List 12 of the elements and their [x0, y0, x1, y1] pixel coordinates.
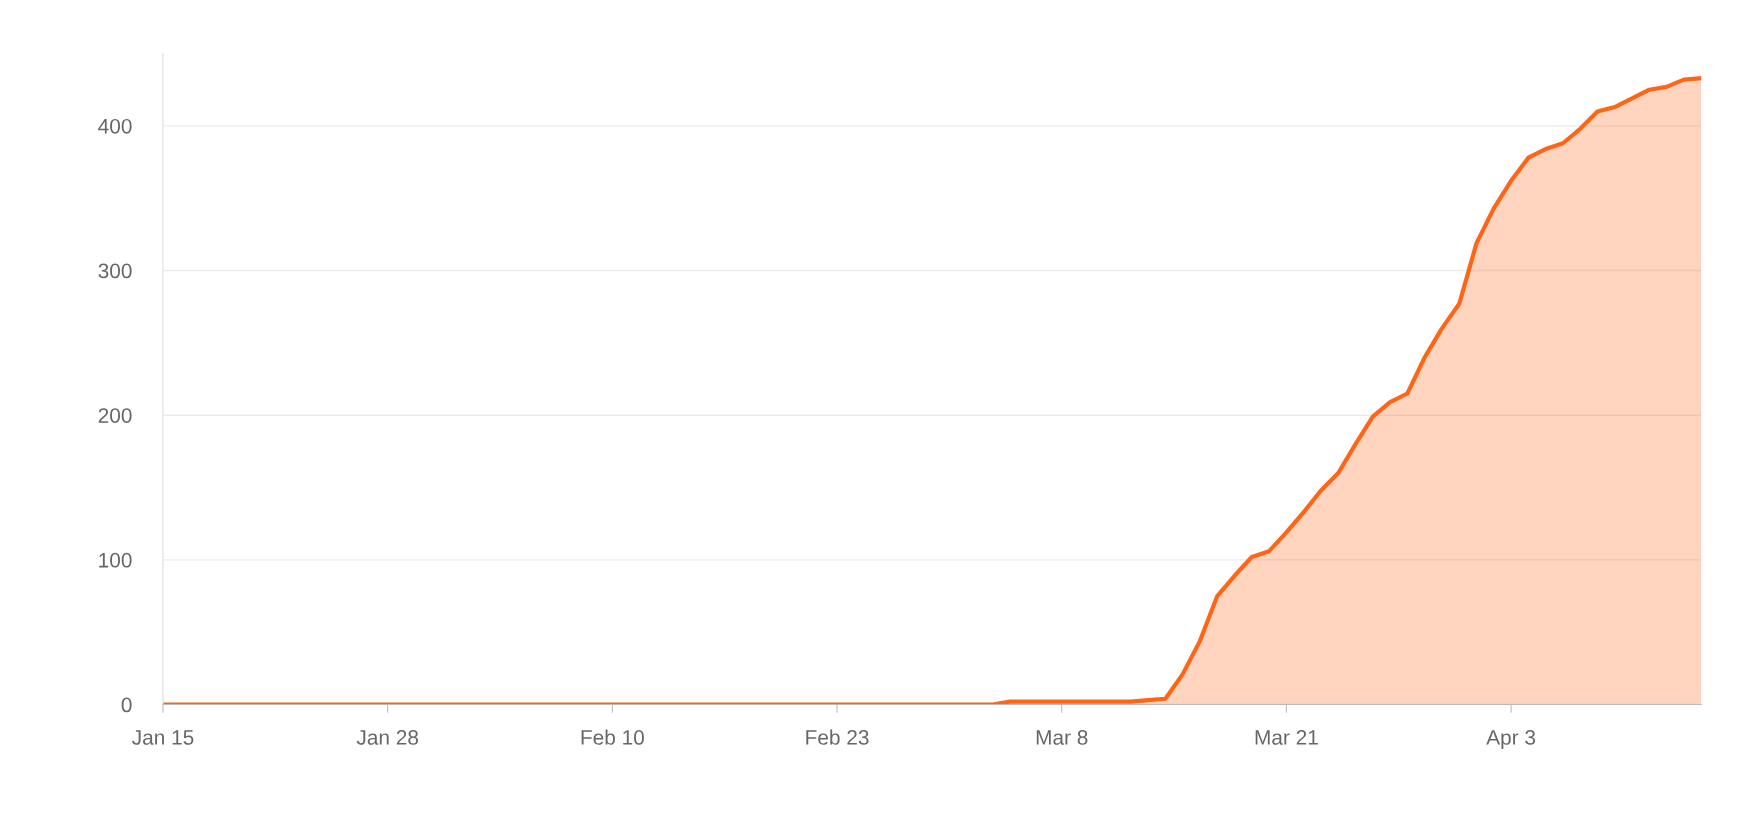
y-tick-label: 400: [98, 118, 132, 134]
y-tick-label: 0: [121, 697, 132, 713]
y-tick-label: 200: [98, 408, 132, 423]
y-tick-label: 100: [99, 552, 132, 568]
x-tick-label: Jan 15: [132, 730, 194, 745]
x-tick-label: Mar 8: [1036, 730, 1088, 745]
y-tick-label: 300: [98, 263, 132, 279]
x-tick-label: Feb 10: [581, 729, 644, 745]
x-tick-label: Apr 3: [1486, 730, 1536, 749]
x-tick-label: Jan 28: [356, 730, 419, 745]
x-tick-label: Feb 23: [806, 729, 869, 745]
x-tick-label: Mar 21: [1255, 730, 1318, 745]
